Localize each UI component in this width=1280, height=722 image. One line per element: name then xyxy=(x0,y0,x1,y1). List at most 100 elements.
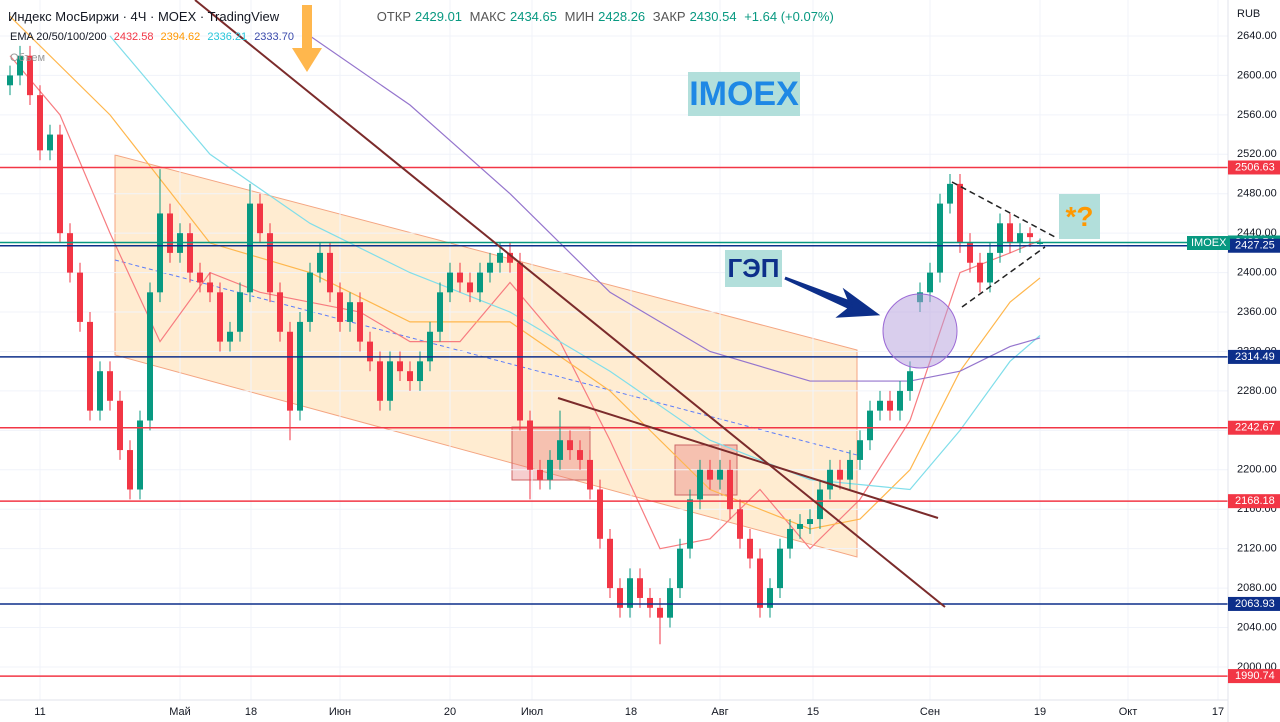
candle-body xyxy=(947,183,953,204)
currency: RUB xyxy=(1237,8,1261,20)
candle-body xyxy=(677,548,683,589)
y-tick-label: 2120.00 xyxy=(1237,543,1277,555)
candle-body xyxy=(167,213,173,253)
candle-body xyxy=(337,292,343,322)
candle-body xyxy=(867,410,873,441)
candle-body xyxy=(567,440,573,451)
candle-body xyxy=(837,469,843,480)
candle-body xyxy=(887,400,893,411)
triangle xyxy=(961,246,1046,308)
candle-body xyxy=(577,450,583,460)
candle-body xyxy=(157,213,163,293)
candle-body xyxy=(87,321,93,411)
trendline xyxy=(194,0,946,608)
candle-body xyxy=(247,203,253,293)
x-tick-label: Июл xyxy=(521,706,543,718)
y-tick-label: 2040.00 xyxy=(1237,621,1277,633)
candle-body xyxy=(117,400,123,451)
y-tick-label: 2560.00 xyxy=(1237,109,1277,121)
candle-body xyxy=(427,331,433,362)
candle-body xyxy=(727,469,733,510)
candle-body xyxy=(517,262,523,421)
y-tick-label: 2600.00 xyxy=(1237,69,1277,81)
candle-body xyxy=(667,588,673,618)
candle-body xyxy=(807,519,813,525)
candle-body xyxy=(657,607,663,618)
candle-body xyxy=(297,321,303,411)
level-label: 2506.63 xyxy=(1235,161,1275,173)
level-label: 2427.25 xyxy=(1235,240,1275,252)
ema-line xyxy=(9,55,1041,550)
level-label: 1990.74 xyxy=(1235,670,1275,682)
level-tag xyxy=(1228,420,1280,435)
candle-body xyxy=(27,55,33,96)
candle-body xyxy=(737,509,743,539)
level-tag xyxy=(1228,349,1280,364)
candle-body xyxy=(377,361,383,401)
ema-line xyxy=(9,15,1041,530)
x-tick-label: 19 xyxy=(1034,706,1046,718)
candle-body xyxy=(417,361,423,382)
candle-body xyxy=(197,272,203,283)
ema-value: 2432.58 xyxy=(113,31,154,43)
candle-body xyxy=(267,233,273,293)
x-tick-label: Сен xyxy=(920,706,940,718)
x-tick-label: 18 xyxy=(245,706,257,718)
candle-body xyxy=(607,538,613,589)
candle-body xyxy=(277,292,283,332)
candle-body xyxy=(717,469,723,480)
price-tag: IMOEX xyxy=(1187,236,1231,250)
candle-body xyxy=(847,459,853,480)
candle-body xyxy=(997,223,1003,253)
candle-body xyxy=(977,262,983,283)
level-label: 2314.49 xyxy=(1235,351,1275,363)
candle-body xyxy=(627,578,633,608)
candle-body xyxy=(817,489,823,520)
header: Индекс МосБиржи · 4Ч · MOEX · TradingVie… xyxy=(8,9,838,24)
candle-body xyxy=(897,390,903,411)
candle-body xyxy=(137,420,143,490)
candle-body xyxy=(877,400,883,411)
candle-body xyxy=(747,538,753,559)
level-tag xyxy=(1228,596,1280,611)
candle-body xyxy=(287,331,293,411)
candle-body xyxy=(57,134,63,234)
ohlc-value: 2429.01 xyxy=(415,9,463,24)
candle-body xyxy=(507,252,513,263)
y-tick-label: 2360.00 xyxy=(1237,306,1277,318)
candle-body xyxy=(647,597,653,608)
candle-body xyxy=(987,252,993,283)
candle-body xyxy=(487,262,493,273)
ema-value: 2394.62 xyxy=(160,31,201,43)
candle-body xyxy=(527,420,533,470)
candle-body xyxy=(7,75,13,86)
candle-body xyxy=(257,203,263,234)
x-tick-label: Май xyxy=(169,706,191,718)
candle-body xyxy=(797,524,803,529)
candle-body xyxy=(407,371,413,382)
candle-body xyxy=(937,203,943,273)
candle-body xyxy=(127,450,133,490)
axes xyxy=(0,0,1228,700)
y-tick-label: 2520.00 xyxy=(1237,148,1277,160)
down-arrow xyxy=(292,5,322,72)
candle-body xyxy=(447,272,453,293)
candle-body xyxy=(97,371,103,411)
candle-body xyxy=(467,282,473,293)
candle-body xyxy=(827,469,833,490)
x-tick-label: 15 xyxy=(807,706,819,718)
x-tick-label: 18 xyxy=(625,706,637,718)
candle-body xyxy=(397,361,403,372)
ticker-label: IMOEX xyxy=(688,72,800,116)
candle-body xyxy=(927,272,933,293)
x-tick-label: Июн xyxy=(329,706,351,718)
y-tick-label: 2280.00 xyxy=(1237,385,1277,397)
candle-body xyxy=(187,233,193,273)
drawings-back xyxy=(114,154,858,558)
x-tick-label: 11 xyxy=(34,706,45,718)
candle-body xyxy=(367,341,373,362)
candle-body xyxy=(457,272,463,283)
x-tick-label: Окт xyxy=(1119,706,1138,718)
candle-body xyxy=(227,331,233,342)
